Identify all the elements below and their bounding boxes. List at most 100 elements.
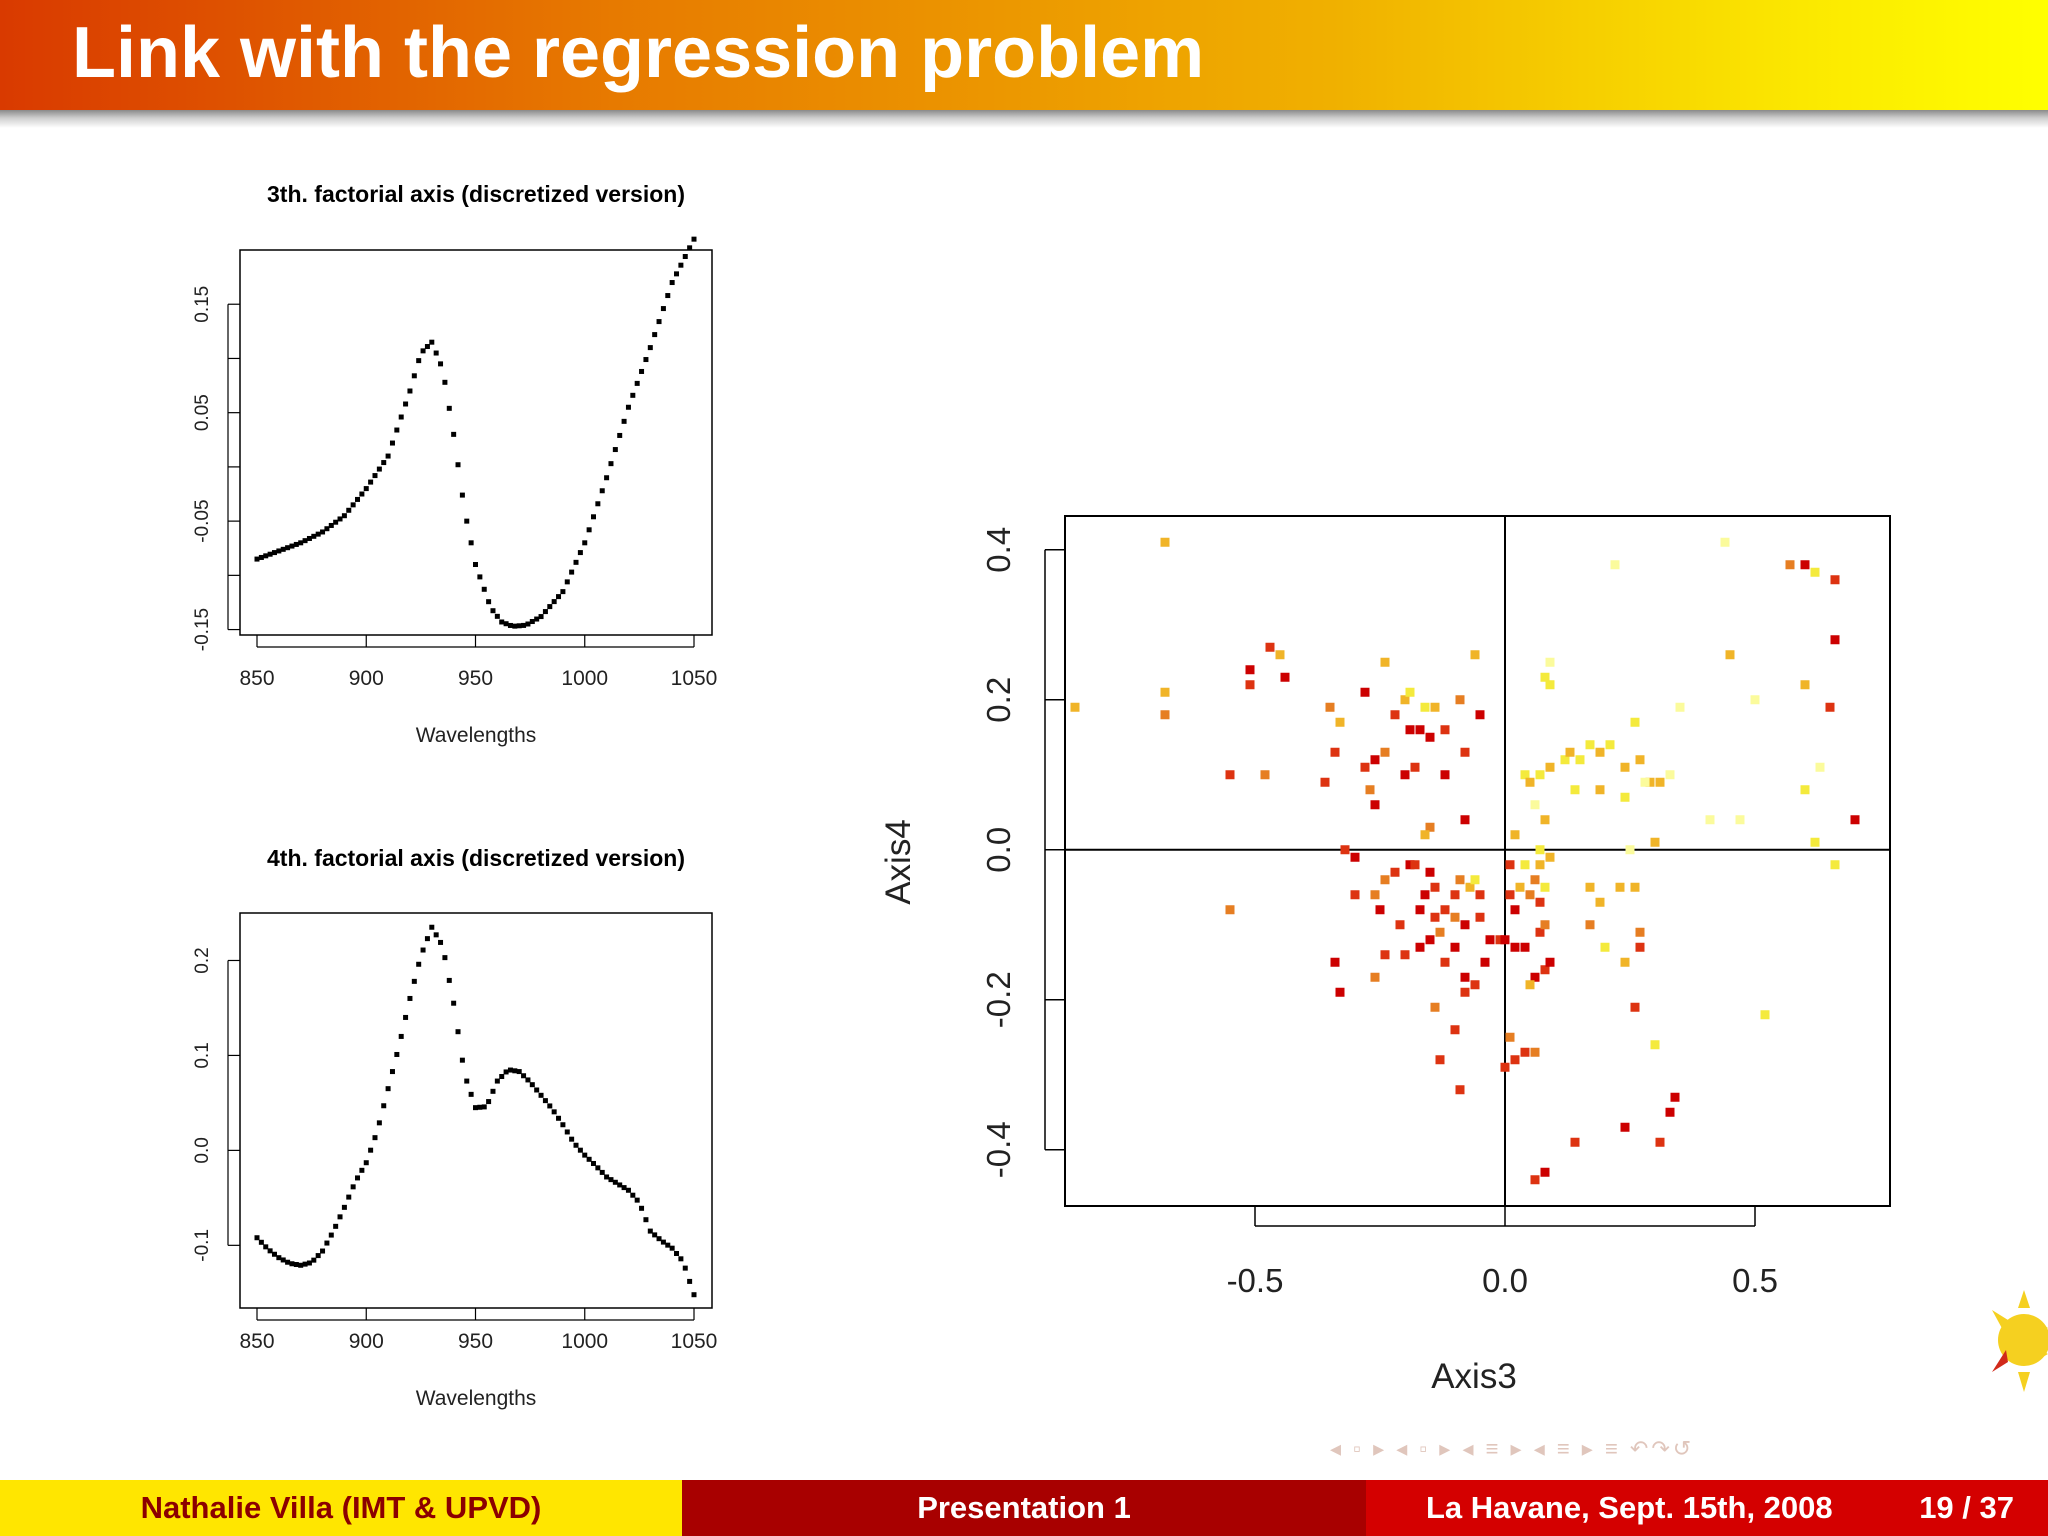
scatter-point <box>1275 650 1285 660</box>
chart-title: 4th. factorial axis (discretized version… <box>267 845 685 871</box>
scatter-point <box>1615 882 1625 892</box>
scatter-point <box>1400 695 1410 705</box>
scatter-point <box>1595 785 1605 795</box>
footer-place-date: La Havane, Sept. 15th, 2008 <box>1426 1490 1833 1525</box>
curve-point <box>490 608 496 614</box>
scatter-point <box>1500 1062 1510 1072</box>
curve-point <box>306 1260 312 1266</box>
curve-point <box>507 1067 513 1073</box>
curve-point <box>556 1115 562 1121</box>
curve-point <box>355 1175 361 1181</box>
footer-page-number: 19 / 37 <box>1919 1490 2014 1525</box>
curve-point <box>468 540 474 546</box>
beamer-navigation-symbols[interactable]: ◂ ▫ ▸ ◂ ▫ ▸ ◂ ≡ ▸ ◂ ≡ ▸ ≡ ↶↷↺ <box>1330 1436 1695 1461</box>
sun-logo-icon <box>1986 1280 2048 1405</box>
scatter-point <box>1440 770 1450 780</box>
curve-point <box>328 522 334 528</box>
curve-point <box>608 1177 614 1183</box>
scatter-point <box>1425 732 1435 742</box>
scatter-point <box>1620 792 1630 802</box>
curve-point <box>398 1033 404 1039</box>
curve-point <box>320 1248 326 1254</box>
scatter-point <box>1525 980 1535 990</box>
scatter-point <box>1810 837 1820 847</box>
curve-point <box>341 513 347 519</box>
curve-point <box>446 405 452 411</box>
curve-point <box>311 1257 317 1263</box>
curve-point <box>337 1214 343 1220</box>
scatter-point <box>1540 920 1550 930</box>
x-axis-label: Axis3 <box>1431 1357 1517 1396</box>
curve-point <box>516 1069 522 1075</box>
curve-point <box>569 569 575 575</box>
curve-point <box>407 388 413 394</box>
scatter-point <box>1535 860 1545 870</box>
curve-point <box>656 1236 662 1242</box>
curve-point <box>341 1204 347 1210</box>
scatter-point <box>1540 965 1550 975</box>
curve-point <box>315 1253 321 1259</box>
footer-author: Nathalie Villa (IMT & UPVD) <box>0 1480 682 1536</box>
curve-point <box>525 1077 531 1083</box>
scatter-point <box>1400 770 1410 780</box>
curve-point <box>433 932 439 938</box>
scatter-point <box>1675 702 1685 712</box>
scatter-point <box>1635 942 1645 952</box>
scatter-point <box>1415 725 1425 735</box>
curve-point <box>617 1182 623 1188</box>
curve-point <box>263 1244 269 1250</box>
scatter-point <box>1810 567 1820 577</box>
scatter-point <box>1350 890 1360 900</box>
y-tick-label: 0.2 <box>980 677 1017 723</box>
chart-title: 3th. factorial axis (discretized version… <box>267 181 685 207</box>
scatter-point <box>1665 1107 1675 1117</box>
scatter-point <box>1725 650 1735 660</box>
scatter-point <box>1415 905 1425 915</box>
x-tick-label: 850 <box>239 667 274 690</box>
curve-point <box>477 1104 483 1110</box>
curve-point <box>630 392 636 398</box>
curve-point <box>595 501 601 507</box>
curve-point <box>564 579 570 585</box>
scatter-point <box>1760 1010 1770 1020</box>
curve-point <box>630 1192 636 1198</box>
scatter-point <box>1830 575 1840 585</box>
scatter-point <box>1545 680 1555 690</box>
x-tick-label: 0.0 <box>1482 1262 1528 1299</box>
curve-point <box>547 604 553 610</box>
scatter-point <box>1450 1025 1460 1035</box>
curve-point <box>420 348 426 354</box>
x-tick-label: 900 <box>349 667 384 690</box>
y-tick-label: -0.05 <box>192 499 213 542</box>
scatter-point <box>1785 560 1795 570</box>
curve-point <box>608 461 614 467</box>
curve-point <box>337 516 343 522</box>
scatter-point <box>1455 1085 1465 1095</box>
curve-point <box>285 1259 291 1265</box>
scatter-point <box>1620 762 1630 772</box>
y-tick-label: 0.15 <box>192 286 213 323</box>
scatter-point <box>1415 942 1425 952</box>
curve-point <box>525 621 531 627</box>
curve-point <box>363 1160 369 1166</box>
curve-point <box>538 614 544 620</box>
scatter-point <box>1575 755 1585 765</box>
scatter-point <box>1545 957 1555 967</box>
x-tick-label: 850 <box>239 1330 274 1353</box>
curve-point <box>669 1245 675 1251</box>
scatter-point <box>1380 875 1390 885</box>
curve-point <box>333 519 339 525</box>
curve-point <box>289 1261 295 1267</box>
curve-point <box>302 538 308 544</box>
scatter-point <box>1410 860 1420 870</box>
scatter-point <box>1800 680 1810 690</box>
scatter-point <box>1735 815 1745 825</box>
curve-point <box>674 1250 680 1256</box>
curve-point <box>459 492 465 498</box>
plot-frame <box>239 912 713 1309</box>
curve-point <box>385 453 391 459</box>
curve-point <box>381 1103 387 1109</box>
scatter-point <box>1370 755 1380 765</box>
curve-point <box>267 1248 273 1254</box>
scatter-point <box>1360 762 1370 772</box>
